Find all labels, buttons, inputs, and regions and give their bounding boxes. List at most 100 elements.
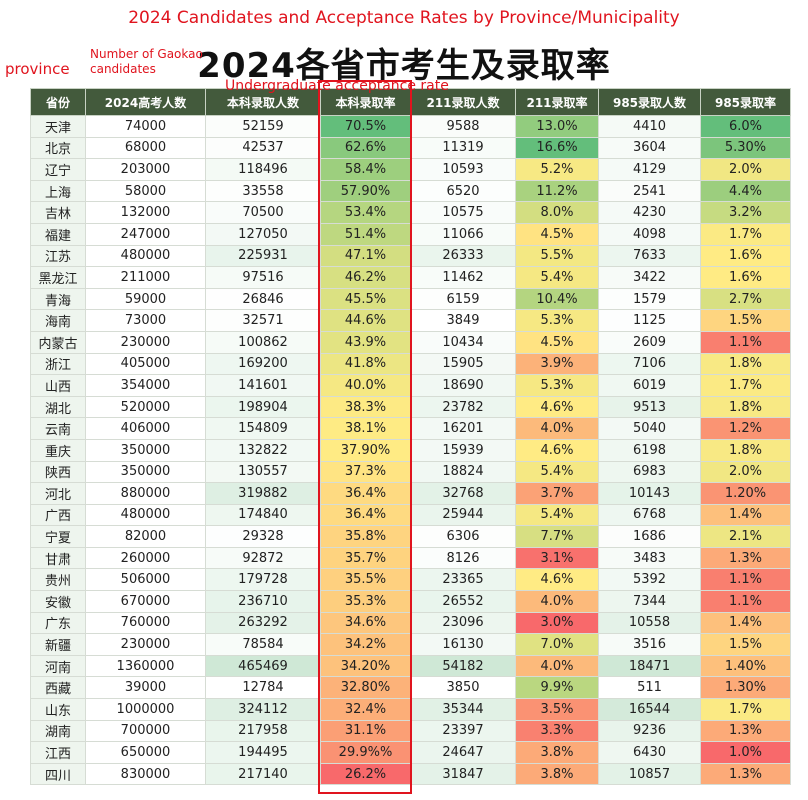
province-cell: 安徽	[30, 590, 86, 613]
value-cell: 29.9%%	[320, 741, 411, 764]
value-cell: 1.8%	[700, 352, 791, 376]
value-cell: 6768	[598, 503, 701, 527]
value-cell: 31847	[410, 762, 516, 786]
value-cell: 2.1%	[700, 525, 791, 548]
value-cell: 2541	[598, 179, 701, 203]
value-cell: 4098	[598, 222, 701, 246]
value-cell: 46.2%	[320, 266, 411, 289]
province-cell: 四川	[30, 762, 86, 786]
value-cell: 880000	[85, 482, 206, 505]
value-cell: 18824	[410, 460, 516, 484]
value-cell: 37.3%	[320, 460, 411, 484]
value-cell: 511	[598, 676, 701, 700]
value-cell: 4410	[598, 115, 701, 138]
province-cell: 新疆	[30, 633, 86, 656]
header-row: 省份 2024高考人数 本科录取人数 本科录取率 211录取人数 211录取率 985录取人…	[30, 88, 791, 116]
column-header: 省份	[30, 88, 86, 116]
value-cell: 1.3%	[700, 762, 791, 786]
province-cell: 山东	[30, 698, 86, 721]
province-cell: 吉林	[30, 201, 86, 224]
value-cell: 7633	[598, 244, 701, 268]
column-header: 985录取人数	[598, 88, 701, 116]
value-cell: 1.5%	[700, 633, 791, 656]
value-cell: 141601	[205, 374, 321, 397]
value-cell: 1.5%	[700, 309, 791, 332]
value-cell: 506000	[85, 568, 206, 592]
table-row: 广东 760000 263292 34.6% 23096 3.0% 10558 1.4%	[30, 611, 791, 635]
value-cell: 52159	[205, 115, 321, 138]
table-row: 河南 1360000 465469 34.20% 54182 4.0% 18471 1.40%	[30, 654, 791, 678]
value-cell: 6520	[410, 179, 516, 203]
value-cell: 263292	[205, 611, 321, 635]
value-cell: 35.5%	[320, 568, 411, 592]
value-cell: 4230	[598, 201, 701, 224]
annotation-rate: Undergraduate acceptance rate	[225, 78, 449, 94]
province-cell: 福建	[30, 222, 86, 246]
value-cell: 26333	[410, 244, 516, 268]
value-cell: 132000	[85, 201, 206, 224]
value-cell: 10593	[410, 158, 516, 181]
table-row: 北京 68000 42537 62.6% 11319 16.6% 3604 5.30%	[30, 136, 791, 160]
value-cell: 1.8%	[700, 395, 791, 419]
value-cell: 53.4%	[320, 201, 411, 224]
value-cell: 230000	[85, 633, 206, 656]
table-row: 山东 1000000 324112 32.4% 35344 3.5% 16544 1.7%	[30, 698, 791, 721]
value-cell: 1.7%	[700, 222, 791, 246]
table-row: 宁夏 82000 29328 35.8% 6306 7.7% 1686 2.1%	[30, 525, 791, 548]
value-cell: 2609	[598, 330, 701, 354]
value-cell: 38.1%	[320, 417, 411, 440]
value-cell: 74000	[85, 115, 206, 138]
value-cell: 4.0%	[515, 417, 599, 440]
value-cell: 194495	[205, 741, 321, 764]
province-cell: 江西	[30, 741, 86, 764]
value-cell: 405000	[85, 352, 206, 376]
value-cell: 6.0%	[700, 115, 791, 138]
value-cell: 1.8%	[700, 438, 791, 462]
value-cell: 132822	[205, 438, 321, 462]
value-cell: 1.2%	[700, 417, 791, 440]
value-cell: 10558	[598, 611, 701, 635]
value-cell: 36.4%	[320, 503, 411, 527]
value-cell: 62.6%	[320, 136, 411, 160]
value-cell: 38.3%	[320, 395, 411, 419]
value-cell: 350000	[85, 438, 206, 462]
value-cell: 247000	[85, 222, 206, 246]
value-cell: 198904	[205, 395, 321, 419]
value-cell: 3.8%	[515, 741, 599, 764]
value-cell: 1.30%	[700, 676, 791, 700]
value-cell: 11319	[410, 136, 516, 160]
value-cell: 3516	[598, 633, 701, 656]
value-cell: 43.9%	[320, 330, 411, 354]
value-cell: 3422	[598, 266, 701, 289]
value-cell: 1.1%	[700, 568, 791, 592]
province-cell: 河北	[30, 482, 86, 505]
value-cell: 32.80%	[320, 676, 411, 700]
value-cell: 1.7%	[700, 698, 791, 721]
value-cell: 4129	[598, 158, 701, 181]
value-cell: 82000	[85, 525, 206, 548]
province-cell: 山西	[30, 374, 86, 397]
value-cell: 1.4%	[700, 503, 791, 527]
value-cell: 4.0%	[515, 590, 599, 613]
column-header: 211录取率	[515, 88, 599, 116]
value-cell: 3604	[598, 136, 701, 160]
value-cell: 4.6%	[515, 438, 599, 462]
value-cell: 34.2%	[320, 633, 411, 656]
province-cell: 青海	[30, 287, 86, 311]
value-cell: 1.40%	[700, 654, 791, 678]
value-cell: 35.7%	[320, 546, 411, 570]
value-cell: 13.0%	[515, 115, 599, 138]
value-cell: 9236	[598, 719, 701, 743]
value-cell: 78584	[205, 633, 321, 656]
value-cell: 236710	[205, 590, 321, 613]
table-row: 安徽 670000 236710 35.3% 26552 4.0% 7344 1.1%	[30, 590, 791, 613]
value-cell: 16201	[410, 417, 516, 440]
value-cell: 3.3%	[515, 719, 599, 743]
value-cell: 465469	[205, 654, 321, 678]
value-cell: 42537	[205, 136, 321, 160]
province-cell: 天津	[30, 115, 86, 138]
table-row: 河北 880000 319882 36.4% 32768 3.7% 10143 1.20%	[30, 482, 791, 505]
value-cell: 37.90%	[320, 438, 411, 462]
value-cell: 51.4%	[320, 222, 411, 246]
